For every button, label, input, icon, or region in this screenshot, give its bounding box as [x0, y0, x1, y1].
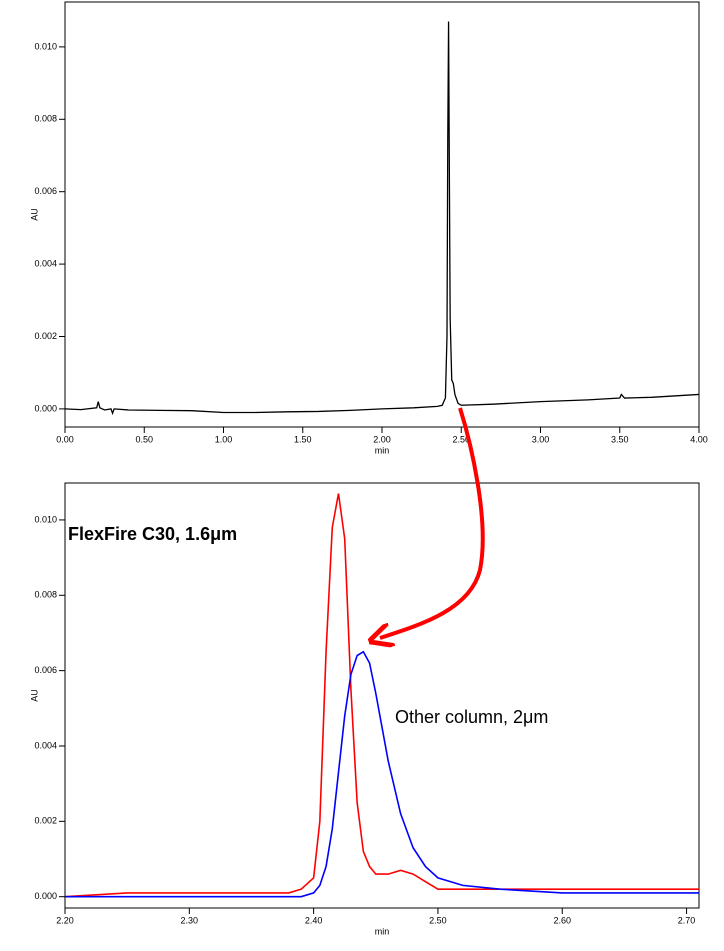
- x-tick-label: 2.30: [181, 915, 199, 925]
- y-tick-label: 0.010: [34, 41, 57, 51]
- annotation: FlexFire C30, 1.6μm: [68, 524, 237, 544]
- x-tick-label: 2.20: [56, 915, 74, 925]
- y-tick-label: 0.002: [34, 331, 57, 341]
- annotation: Other column, 2μm: [395, 707, 548, 727]
- x-tick-label: 3.50: [611, 434, 629, 444]
- y-tick-label: 0.000: [34, 403, 57, 413]
- y-tick-label: 0.006: [34, 186, 57, 196]
- series-line: [65, 650, 699, 898]
- series-line: [65, 493, 699, 898]
- y-tick-label: 0.004: [34, 740, 57, 750]
- y-axis-title: AU: [29, 208, 39, 221]
- series-line: [65, 21, 699, 416]
- x-tick-label: 0.00: [56, 434, 74, 444]
- x-tick-label: 2.50: [452, 434, 470, 444]
- x-tick-label: 3.00: [532, 434, 550, 444]
- x-axis-title: min: [375, 445, 390, 455]
- chart: 0.000 0.002 0.004 0.006 0.008 0.010 0.00 0.50 1.…: [29, 1, 708, 455]
- y-tick-label: 0.010: [34, 514, 57, 524]
- y-tick-label: 0.002: [34, 816, 57, 826]
- x-tick-label: 1.00: [215, 434, 233, 444]
- x-tick-label: 2.40: [305, 915, 323, 925]
- plot-frame: [64, 1, 700, 428]
- series-group: [65, 21, 699, 416]
- x-tick-label: 2.60: [553, 915, 571, 925]
- x-tick-label: 2.50: [429, 915, 447, 925]
- x-tick-label: 0.50: [135, 434, 153, 444]
- series-group: [65, 493, 699, 898]
- chart: 0.000 0.002 0.004 0.006 0.008 0.010 2.20 2.30 2.…: [29, 482, 700, 936]
- y-tick-label: 0.008: [34, 590, 57, 600]
- y-tick-label: 0.004: [34, 258, 57, 268]
- y-axis-title: AU: [29, 689, 39, 702]
- x-tick-label: 2.70: [678, 915, 696, 925]
- x-tick-label: 2.00: [373, 434, 391, 444]
- y-tick-label: 0.000: [34, 891, 57, 901]
- charts: 0.000 0.002 0.004 0.006 0.008 0.010 0.00 0.50 1.…: [29, 1, 708, 936]
- x-tick-label: 1.50: [294, 434, 312, 444]
- x-axis-title: min: [375, 926, 390, 936]
- x-tick-label: 4.00: [690, 434, 708, 444]
- y-tick-label: 0.008: [34, 114, 57, 124]
- plot-frame: [64, 482, 700, 909]
- callout-arrow: [380, 407, 485, 638]
- y-tick-label: 0.006: [34, 665, 57, 675]
